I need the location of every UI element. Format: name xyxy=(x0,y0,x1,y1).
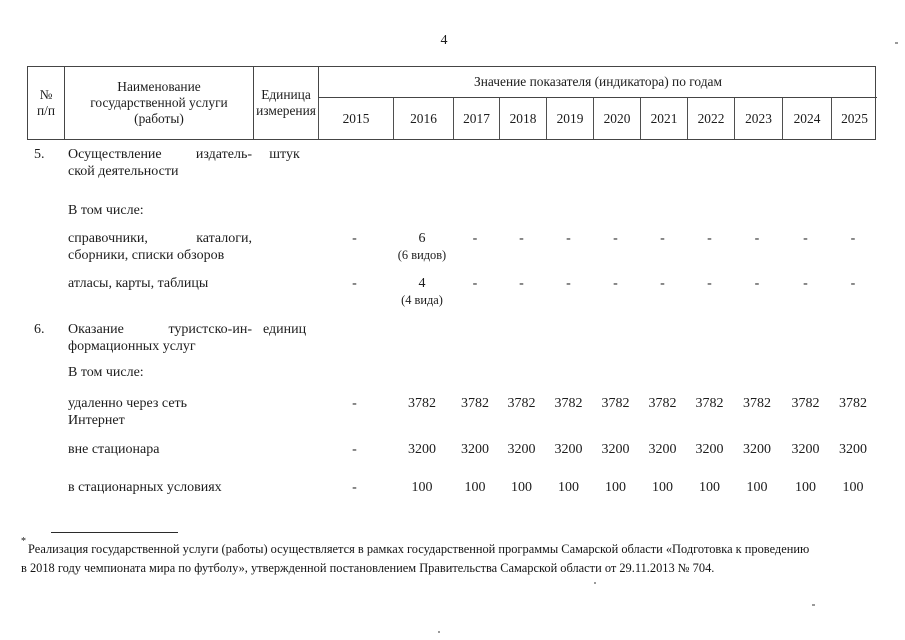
header-year-2022: 2022 xyxy=(687,98,734,139)
header-year-2024: 2024 xyxy=(782,98,831,139)
cell-2022: - xyxy=(707,276,712,291)
cell-2024: 3200 xyxy=(791,442,820,457)
cell-2018: 3200 xyxy=(507,442,536,457)
cell-2021: 100 xyxy=(652,480,673,495)
cell-2020: 3200 xyxy=(601,442,630,457)
cell-2022: 100 xyxy=(699,480,720,495)
header-num-col: № п/п xyxy=(36,87,56,118)
cell-2021: - xyxy=(660,231,665,246)
cell-2024: - xyxy=(803,276,808,291)
cell-2017: 3200 xyxy=(461,442,489,457)
cell-2025: 3200 xyxy=(839,442,867,457)
header-name-col: Наименование государственной услуги (раб… xyxy=(64,67,253,139)
cell-2019: - xyxy=(566,231,571,246)
service-name: справочники, каталоги, сборники, списки … xyxy=(68,231,252,263)
including-label: В том числе: xyxy=(68,365,144,380)
cell-2017: - xyxy=(472,276,478,291)
cell-2017: - xyxy=(472,231,478,246)
service-name: в стационарных условиях xyxy=(68,480,222,495)
unit-cell: единиц xyxy=(262,322,307,337)
header-year-2019: 2019 xyxy=(546,98,593,139)
cell-2023: - xyxy=(754,276,760,291)
cell-2022: 3782 xyxy=(695,396,724,411)
scan-speck xyxy=(812,604,815,606)
cell-2018: - xyxy=(519,276,524,291)
cell-2025: 100 xyxy=(842,480,864,495)
service-name: атласы, карты, таблицы xyxy=(68,276,209,291)
header-year-2016: 2016 xyxy=(393,98,453,139)
cell-2024: 3782 xyxy=(791,396,820,411)
cell-2025: 3782 xyxy=(839,396,867,411)
cell-2023: 3200 xyxy=(743,442,771,457)
cell-2016: 3200 xyxy=(408,442,436,457)
cell-2023: 100 xyxy=(746,480,768,495)
header-year-2021: 2021 xyxy=(640,98,687,139)
scan-speck xyxy=(895,42,898,44)
cell-2021: 3200 xyxy=(648,442,677,457)
cell-2020: - xyxy=(613,231,618,246)
cell-2022: - xyxy=(707,231,712,246)
cell-2016: 3782 xyxy=(408,396,436,411)
service-name: Оказание туристско-ин- формационных услу… xyxy=(68,322,252,354)
service-name: Осуществление издатель- ской деятельност… xyxy=(68,147,252,179)
including-label: В том числе: xyxy=(68,203,144,218)
cell-2024: 100 xyxy=(795,480,816,495)
cell-2023: 3782 xyxy=(743,396,771,411)
header-year-2023: 2023 xyxy=(734,98,782,139)
cell-2024: - xyxy=(803,231,808,246)
cell-2016: 100 xyxy=(411,480,433,495)
footnote-separator xyxy=(51,532,178,533)
cell-2020: - xyxy=(613,276,618,291)
header-year-2015: 2015 xyxy=(318,98,393,139)
cell-2018: 3782 xyxy=(507,396,536,411)
cell-2019: 100 xyxy=(558,480,579,495)
header-unit-col: Единица измерения xyxy=(253,67,318,139)
cell-2015: - xyxy=(352,480,357,495)
footnote-line1: Реализация государственной услуги (работ… xyxy=(28,542,810,557)
cell-2015: - xyxy=(352,396,357,411)
header-year-2017: 2017 xyxy=(453,98,499,139)
table-header: № п/п Наименование государственной услуг… xyxy=(27,66,877,140)
header-values-group: Значение показателя (индикатора) по года… xyxy=(318,67,877,98)
header-year-2020: 2020 xyxy=(593,98,640,139)
unit-cell: штук xyxy=(269,147,300,162)
header-year-2025: 2025 xyxy=(831,98,877,139)
cell-2021: 3782 xyxy=(648,396,677,411)
scan-speck xyxy=(438,631,440,633)
cell-2017: 100 xyxy=(464,480,486,495)
cell-2018: 100 xyxy=(511,480,532,495)
cell-2025: - xyxy=(850,231,856,246)
cell-2020: 3782 xyxy=(601,396,630,411)
cell-2017: 3782 xyxy=(461,396,489,411)
footnote-marker: * xyxy=(21,536,26,547)
cell-2021: - xyxy=(660,276,665,291)
cell-2020: 100 xyxy=(605,480,626,495)
header-year-2018: 2018 xyxy=(499,98,546,139)
cell-2016: 4 (4 вида) xyxy=(392,275,452,309)
indicator-table: № п/п Наименование государственной услуг… xyxy=(27,66,877,495)
cell-2019: 3200 xyxy=(554,442,583,457)
footnote: *Реализация государственной услуги (рабо… xyxy=(21,536,901,577)
value-note: (6 видов) xyxy=(397,248,447,262)
cell-2022: 3200 xyxy=(695,442,724,457)
cell-2015: - xyxy=(352,442,357,457)
cell-2019: 3782 xyxy=(554,396,583,411)
cell-2016: 6 (6 видов) xyxy=(392,230,452,264)
cell-2023: - xyxy=(754,231,760,246)
scan-speck xyxy=(594,582,596,584)
value-note: (4 вида) xyxy=(401,293,443,307)
service-name: вне стационара xyxy=(68,442,160,457)
cell-2015: - xyxy=(352,276,357,291)
cell-2015: - xyxy=(352,231,357,246)
cell-2019: - xyxy=(566,276,571,291)
page-number: 4 xyxy=(440,33,448,48)
row-number: 6. xyxy=(34,322,45,337)
service-name: удаленно через сеть Интернет xyxy=(68,396,188,428)
row-number: 5. xyxy=(34,147,45,162)
cell-2025: - xyxy=(850,276,856,291)
cell-2018: - xyxy=(519,231,524,246)
footnote-line2: в 2018 году чемпионата мира по футболу»,… xyxy=(21,560,715,575)
